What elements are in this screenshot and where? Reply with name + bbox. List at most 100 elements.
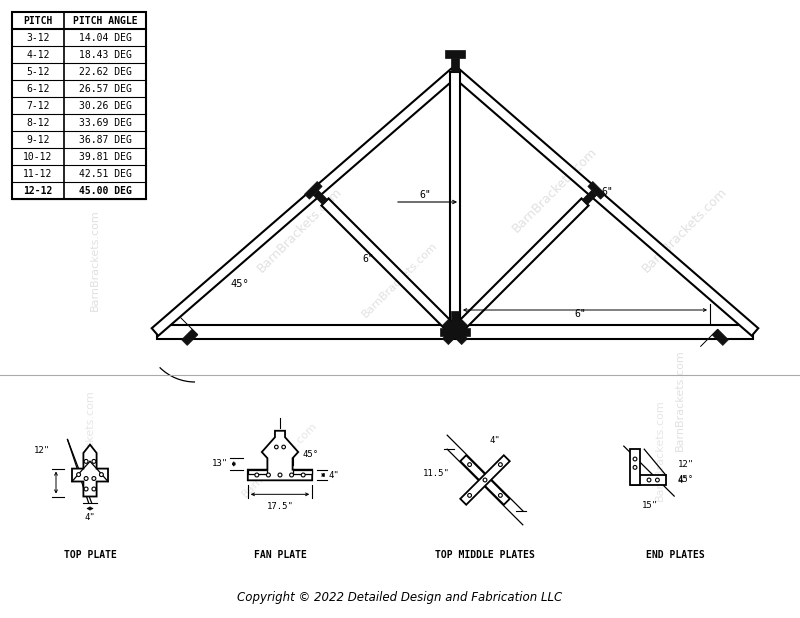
Text: 45°: 45° [230, 279, 250, 289]
Text: BarnBrackets.com: BarnBrackets.com [675, 349, 685, 451]
Polygon shape [701, 329, 718, 347]
Text: 4": 4" [678, 475, 689, 485]
Text: Copyright © 2022 Detailed Design and Fabrication LLC: Copyright © 2022 Detailed Design and Fab… [238, 591, 562, 604]
Polygon shape [305, 182, 322, 199]
Circle shape [255, 473, 258, 477]
Circle shape [92, 459, 96, 464]
Circle shape [290, 473, 294, 477]
Text: 45°: 45° [302, 451, 318, 459]
Text: PITCH ANGLE: PITCH ANGLE [73, 15, 138, 25]
Polygon shape [440, 328, 455, 336]
Text: BarnBrackets.com: BarnBrackets.com [241, 420, 319, 499]
Polygon shape [451, 332, 459, 336]
Polygon shape [451, 198, 589, 336]
Text: 4": 4" [85, 514, 95, 522]
Circle shape [77, 473, 81, 476]
Circle shape [92, 476, 96, 480]
Circle shape [282, 445, 286, 449]
Text: 3-12: 3-12 [26, 33, 50, 43]
Polygon shape [632, 475, 666, 485]
Polygon shape [72, 444, 108, 496]
Circle shape [647, 478, 651, 482]
Text: BarnBrackets.com: BarnBrackets.com [510, 145, 600, 235]
Polygon shape [248, 470, 267, 474]
Circle shape [483, 478, 487, 482]
Circle shape [92, 487, 96, 491]
Circle shape [274, 445, 278, 449]
Circle shape [84, 476, 88, 480]
Text: 8-12: 8-12 [26, 117, 50, 127]
Text: 6": 6" [362, 254, 374, 264]
Text: BarnBrackets.com: BarnBrackets.com [255, 185, 345, 275]
Text: 18.43 DEG: 18.43 DEG [78, 49, 131, 59]
Text: 30.26 DEG: 30.26 DEG [78, 101, 131, 111]
Text: 17.5": 17.5" [266, 502, 294, 511]
Text: PITCH: PITCH [23, 15, 53, 25]
Polygon shape [712, 329, 729, 345]
Text: 5-12: 5-12 [26, 67, 50, 77]
Text: BarnBrackets.com: BarnBrackets.com [85, 389, 95, 491]
Polygon shape [582, 190, 597, 205]
Polygon shape [450, 72, 460, 332]
Polygon shape [293, 470, 312, 474]
Polygon shape [455, 328, 470, 336]
Text: FAN PLATE: FAN PLATE [254, 550, 306, 560]
Text: END PLATES: END PLATES [646, 550, 704, 560]
Polygon shape [442, 329, 458, 345]
Text: BarnBrackets.com: BarnBrackets.com [90, 209, 100, 311]
Polygon shape [451, 311, 459, 332]
Polygon shape [460, 455, 510, 505]
Text: TOP MIDDLE PLATES: TOP MIDDLE PLATES [435, 550, 535, 560]
Polygon shape [322, 198, 458, 336]
Polygon shape [152, 68, 458, 336]
Polygon shape [451, 58, 459, 72]
Text: BarnBrackets.com: BarnBrackets.com [655, 399, 665, 501]
Polygon shape [630, 449, 640, 485]
Text: 4-12: 4-12 [26, 49, 50, 59]
Text: 45°: 45° [678, 475, 694, 485]
Text: 10-12: 10-12 [23, 151, 53, 161]
Circle shape [633, 465, 637, 469]
Circle shape [99, 473, 103, 476]
Polygon shape [452, 68, 758, 336]
Polygon shape [248, 431, 312, 480]
Polygon shape [442, 320, 458, 335]
Text: 12": 12" [34, 446, 50, 454]
Text: 6": 6" [574, 309, 586, 319]
Circle shape [278, 473, 282, 477]
Polygon shape [314, 190, 327, 205]
Polygon shape [445, 50, 465, 58]
Circle shape [468, 494, 471, 497]
Circle shape [468, 463, 471, 467]
Text: 39.81 DEG: 39.81 DEG [78, 151, 131, 161]
Text: 45.00 DEG: 45.00 DEG [78, 185, 131, 195]
Text: 9-12: 9-12 [26, 135, 50, 145]
Polygon shape [12, 12, 146, 199]
Text: 22.62 DEG: 22.62 DEG [78, 67, 131, 77]
Circle shape [84, 487, 88, 491]
Text: 12-12: 12-12 [23, 185, 53, 195]
Text: 42.51 DEG: 42.51 DEG [78, 169, 131, 179]
Text: 11-12: 11-12 [23, 169, 53, 179]
Circle shape [302, 473, 305, 477]
Text: 12": 12" [678, 460, 694, 469]
Text: 13": 13" [212, 459, 228, 468]
Text: 6": 6" [419, 190, 431, 200]
Text: BarnBrackets.com: BarnBrackets.com [640, 185, 730, 275]
Text: 6-12: 6-12 [26, 83, 50, 93]
Polygon shape [452, 329, 467, 345]
Text: 4": 4" [328, 470, 339, 480]
Text: 26.57 DEG: 26.57 DEG [78, 83, 131, 93]
Text: BarnBrackets.com: BarnBrackets.com [361, 240, 439, 320]
Text: 7-12: 7-12 [26, 101, 50, 111]
Text: TOP PLATE: TOP PLATE [63, 550, 117, 560]
Circle shape [655, 478, 659, 482]
Polygon shape [460, 455, 510, 505]
Circle shape [266, 473, 270, 477]
Text: 6": 6" [601, 187, 613, 197]
Circle shape [498, 494, 502, 497]
Polygon shape [181, 318, 198, 335]
Circle shape [84, 459, 88, 464]
Text: 4": 4" [490, 436, 500, 445]
Text: 33.69 DEG: 33.69 DEG [78, 117, 131, 127]
